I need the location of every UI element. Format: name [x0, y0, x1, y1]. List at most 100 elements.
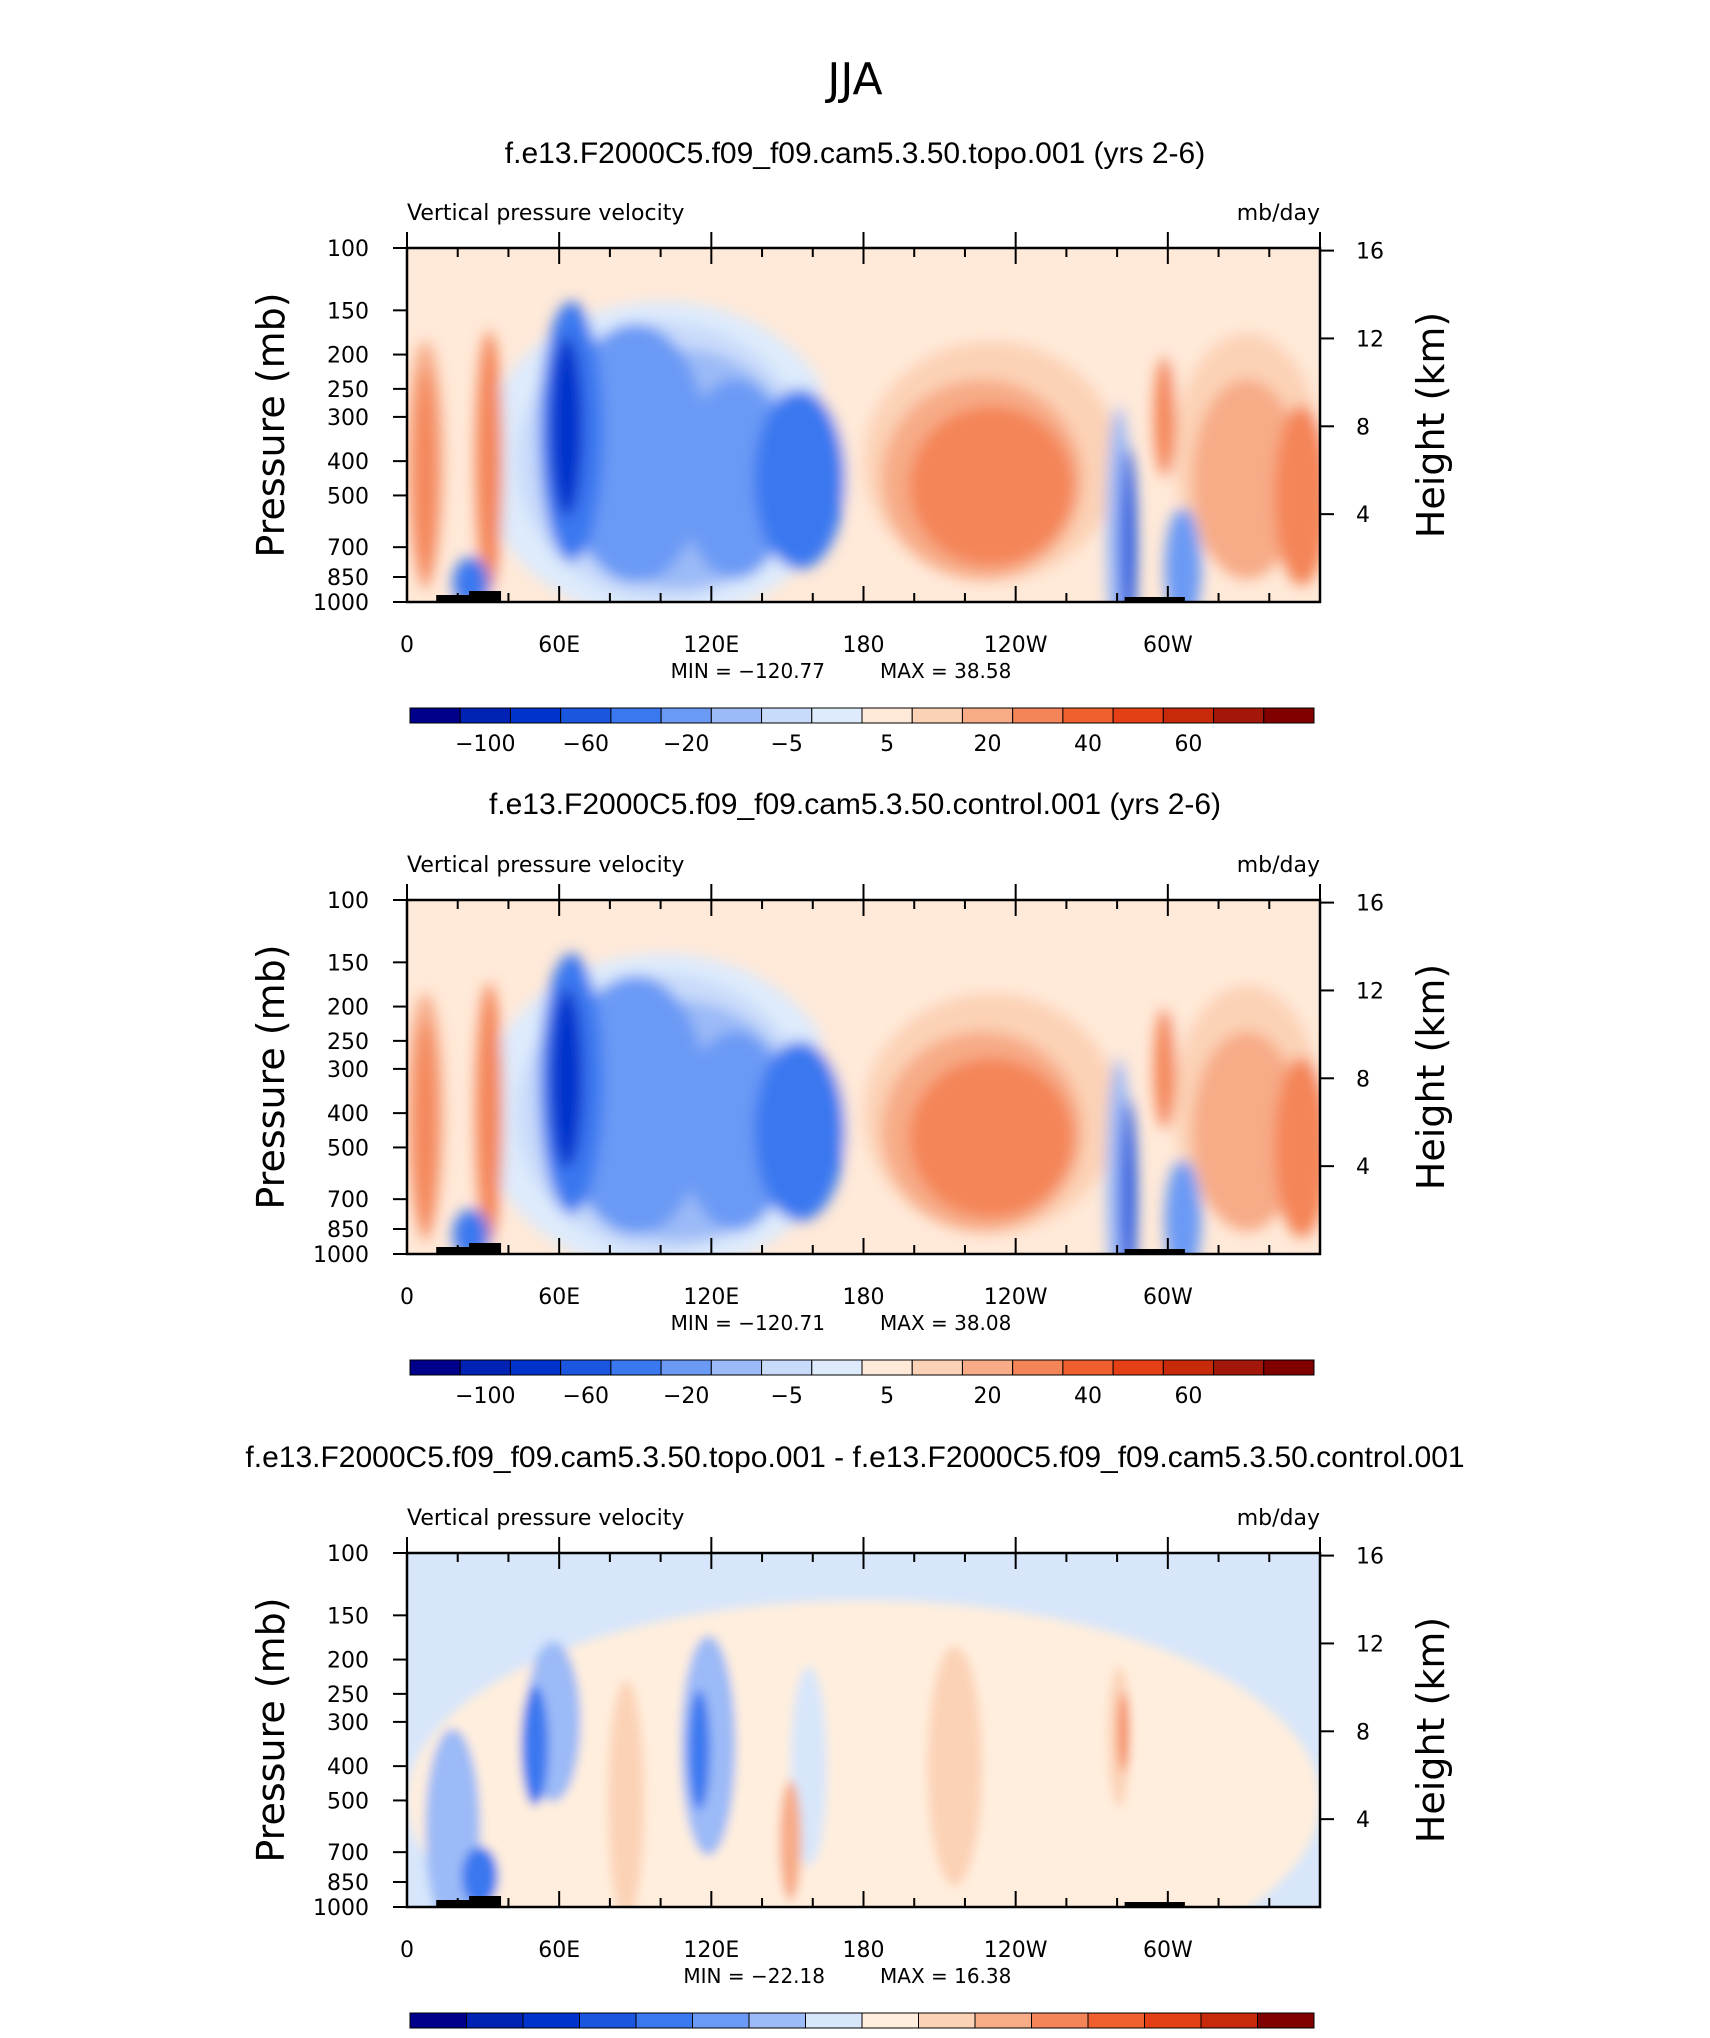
- colorbar-swatch: [974, 2012, 1032, 2029]
- y2-tick-label: 8: [1356, 1720, 1370, 1745]
- colorbar-swatch: [1213, 1359, 1265, 1376]
- colorbar-swatch: [761, 707, 813, 724]
- x-tick-label: 60W: [1143, 1938, 1193, 1963]
- colorbar-label: 5: [880, 732, 894, 757]
- y-tick-label: 400: [327, 1102, 369, 1127]
- contour-region: [475, 331, 503, 592]
- colorbar-label: 20: [974, 1384, 1002, 1409]
- colorbar-swatch: [1144, 2012, 1202, 2029]
- y-tick-label: 500: [327, 484, 369, 509]
- contour-field: [407, 1553, 1320, 1907]
- contour-region: [1153, 1008, 1176, 1129]
- colorbar-label: −60: [563, 1384, 609, 1409]
- y-tick-label: 850: [327, 1871, 369, 1896]
- y-tick-label: 250: [327, 1683, 369, 1708]
- contour-region: [1118, 1691, 1130, 1772]
- colorbar-swatch: [1112, 1359, 1164, 1376]
- y-tick-label: 850: [327, 566, 369, 591]
- colorbar-swatch: [660, 707, 712, 724]
- y2-tick-label: 12: [1356, 327, 1384, 352]
- x-tick-label: 0: [400, 1938, 414, 1963]
- y-tick-label: 100: [327, 889, 369, 914]
- y-tick-label: 300: [327, 1058, 369, 1083]
- y-tick-label: 400: [327, 1755, 369, 1780]
- y-tick-label: 300: [327, 1711, 369, 1736]
- x-tick-label: 120W: [984, 1938, 1048, 1963]
- units-label: mb/day: [1237, 1506, 1320, 1531]
- contour-region: [1274, 1057, 1320, 1238]
- x-tick-label: 180: [843, 1938, 885, 1963]
- y-tick-label: 700: [327, 536, 369, 561]
- y-tick-label: 250: [327, 1030, 369, 1055]
- colorbar-swatch: [1162, 707, 1215, 724]
- y-tick-label: 500: [327, 1789, 369, 1814]
- y-tick-label: 700: [327, 1188, 369, 1213]
- y-tick-label: 200: [327, 1649, 369, 1674]
- x-tick-label: 60W: [1143, 1285, 1193, 1310]
- y2-tick-label: 16: [1356, 1545, 1384, 1570]
- contour-region: [414, 369, 437, 590]
- x-tick-label: 180: [843, 1285, 885, 1310]
- max-label: MAX = 38.08: [880, 1311, 1011, 1335]
- y-tick-label: 500: [327, 1136, 369, 1161]
- panel-title: f.e13.F2000C5.f09_f09.cam5.3.50.topo.001…: [505, 137, 1205, 170]
- colorbar-swatch: [1062, 1359, 1114, 1376]
- colorbar-swatch: [409, 2012, 467, 2029]
- y-tick-label: 200: [327, 344, 369, 369]
- y-tick-label: 100: [327, 237, 369, 262]
- y-tick-label: 850: [327, 1218, 369, 1243]
- colorbar-swatch: [1062, 707, 1114, 724]
- y2-tick-label: 4: [1356, 1155, 1370, 1180]
- x-tick-label: 120E: [683, 1285, 739, 1310]
- colorbar-swatch: [1087, 2012, 1145, 2029]
- colorbar-swatch: [1012, 707, 1064, 724]
- colorbar-swatch: [748, 2012, 806, 2029]
- x-tick-label: 180: [843, 633, 885, 658]
- colorbar-swatch: [911, 707, 963, 724]
- y-tick-label: 700: [327, 1841, 369, 1866]
- y-tick-label: 150: [327, 299, 369, 324]
- topography-mask: [436, 1896, 1185, 1907]
- units-label: mb/day: [1237, 201, 1320, 226]
- colorbar-swatch: [811, 1359, 863, 1376]
- colorbar-label: 5: [880, 1384, 894, 1409]
- y2-tick-label: 8: [1356, 415, 1370, 440]
- colorbar-label: −100: [455, 732, 515, 757]
- x-tick-label: 60E: [538, 1285, 580, 1310]
- main-title: JJA: [824, 54, 882, 105]
- colorbar-swatch: [610, 707, 662, 724]
- colorbar-swatch: [579, 2012, 637, 2029]
- contour-field: [407, 248, 1320, 602]
- x-tick-label: 120W: [984, 1285, 1048, 1310]
- chart-panel-2: f.e13.F2000C5.f09_f09.cam5.3.50.control.…: [249, 788, 1453, 1409]
- contour-region: [1164, 507, 1202, 602]
- panel-title: f.e13.F2000C5.f09_f09.cam5.3.50.control.…: [489, 788, 1221, 821]
- colorbar-swatch: [861, 1359, 913, 1376]
- contour-region: [1192, 379, 1302, 580]
- colorbar-swatch: [911, 1359, 963, 1376]
- y-axis-label: Pressure (mb): [249, 1597, 293, 1862]
- y2-tick-label: 4: [1356, 1808, 1370, 1833]
- colorbar-swatch: [660, 1359, 712, 1376]
- y2-tick-label: 16: [1356, 892, 1384, 917]
- contour-region: [461, 1846, 499, 1907]
- contour-region: [753, 1041, 846, 1222]
- contour-region: [550, 336, 584, 517]
- y-axis-label: Pressure (mb): [249, 944, 293, 1209]
- max-label: MAX = 38.58: [880, 659, 1011, 683]
- topography-mask: [436, 591, 1185, 602]
- y-tick-label: 1000: [313, 591, 369, 616]
- contour-region: [452, 1209, 490, 1254]
- contour-region: [607, 1680, 645, 1907]
- colorbar-label: 40: [1074, 1384, 1102, 1409]
- variable-label: Vertical pressure velocity: [407, 201, 684, 226]
- colorbar-label: −20: [663, 732, 709, 757]
- contour-field: [407, 900, 1320, 1254]
- x-tick-label: 60E: [538, 1938, 580, 1963]
- y-tick-label: 1000: [313, 1243, 369, 1268]
- y2-tick-label: 8: [1356, 1067, 1370, 1092]
- colorbar: −50−40−30−20−15−10−505101520304050: [409, 2012, 1315, 2038]
- colorbar-swatch: [805, 2012, 863, 2029]
- contour-region: [452, 557, 490, 602]
- contour-region: [1164, 1159, 1202, 1254]
